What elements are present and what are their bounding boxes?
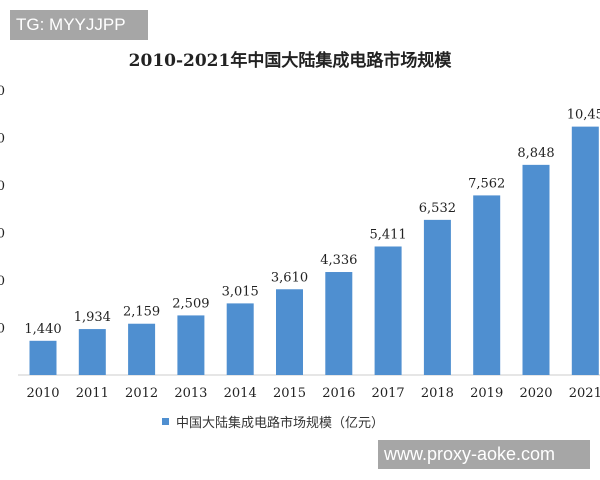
bar-2016 — [325, 272, 353, 375]
x-tick-label-2020: 2020 — [519, 386, 552, 401]
x-tick-label-2019: 2019 — [470, 386, 503, 401]
bar-2012 — [128, 323, 156, 375]
data-label-2018: 6,532 — [419, 201, 456, 216]
bar-2020 — [522, 164, 550, 375]
data-label-2014: 3,015 — [222, 284, 259, 299]
x-tick-label-2012: 2012 — [125, 386, 158, 401]
x-tick-label-2011: 2011 — [76, 386, 109, 401]
bar-2011 — [78, 329, 106, 375]
x-tick-label-2021: 2021 — [569, 386, 600, 401]
data-label-2019: 7,562 — [468, 176, 505, 191]
y-tick-label: 6,000 — [0, 227, 5, 242]
bar-2019 — [473, 195, 501, 375]
data-label-2011: 1,934 — [74, 310, 111, 325]
y-tick-label: 4,000 — [0, 274, 5, 289]
legend-label: 中国大陆集成电路市场规模（亿元） — [176, 415, 384, 431]
data-label-2012: 2,159 — [123, 305, 160, 320]
data-label-2017: 5,411 — [369, 227, 406, 242]
x-tick-label-2017: 2017 — [372, 386, 405, 401]
bar-2010 — [29, 340, 57, 375]
y-tick-label: 2,000 — [0, 322, 5, 337]
x-tick-label-2014: 2014 — [224, 386, 257, 401]
x-tick-label-2015: 2015 — [273, 386, 306, 401]
bar-2013 — [177, 315, 205, 375]
data-label-2013: 2,509 — [172, 296, 209, 311]
y-tick-label: 8,000 — [0, 179, 5, 194]
bar-2017 — [374, 246, 402, 375]
y-tick-label: 10,000 — [0, 132, 5, 147]
bar-2014 — [226, 303, 254, 375]
legend: 中国大陆集成电路市场规模（亿元） — [162, 415, 384, 431]
data-label-2010: 1,440 — [24, 322, 61, 337]
x-tick-label-2016: 2016 — [322, 386, 355, 401]
data-label-2021: 10,45 — [567, 108, 600, 123]
data-label-2015: 3,610 — [271, 270, 308, 285]
x-tick-label-2018: 2018 — [421, 386, 454, 401]
watermark-top-left: TG: MYYJJPP — [10, 10, 148, 40]
x-tick-label-2010: 2010 — [26, 386, 59, 401]
bar-2015 — [276, 289, 303, 375]
x-tick-label-2013: 2013 — [174, 386, 207, 401]
legend-swatch — [162, 418, 169, 425]
chart-title: 2010-2021年中国大陆集成电路市场规模 — [129, 50, 453, 71]
y-tick-label: 12,000 — [0, 84, 5, 99]
data-label-2016: 4,336 — [320, 253, 357, 268]
bar-2021 — [571, 126, 599, 375]
bar-2018 — [423, 219, 451, 375]
watermark-bottom-right: www.proxy-aoke.com — [378, 440, 590, 469]
data-label-2020: 8,848 — [517, 146, 554, 161]
